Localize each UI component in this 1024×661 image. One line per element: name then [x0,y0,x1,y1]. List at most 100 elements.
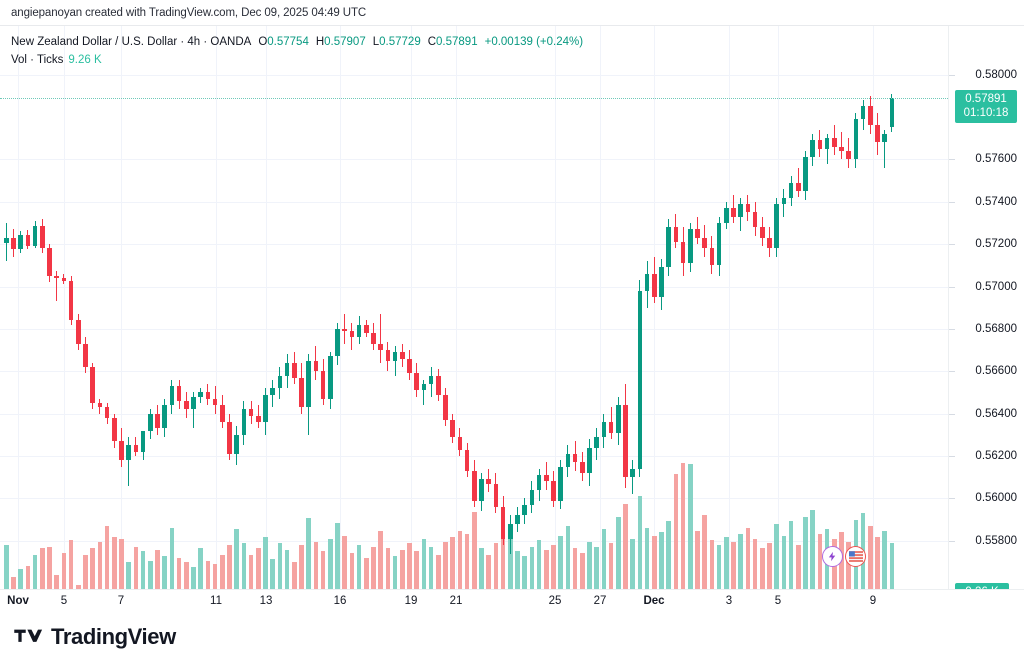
time-axis[interactable]: Nov 5 7 11 13 16 19 21 25 27 Dec 3 5 9 [0,589,1024,614]
candle-body [666,227,671,268]
tradingview-logo[interactable]: TradingView [14,624,176,650]
candle-body [709,248,715,266]
candle-body [788,182,794,198]
volume-bar [760,548,765,589]
candle-body [846,150,851,160]
candle-body [407,358,412,374]
volume-bar [464,533,470,589]
candle-body [126,445,131,461]
candle-body [148,413,153,431]
volume-bar [875,537,880,589]
candle-body [608,422,614,433]
candle-body [889,97,895,127]
volume-bar [738,533,743,589]
candle-body [140,430,146,452]
volume-bar [227,545,232,589]
price-tick-label: 0.57600 [975,153,1017,166]
candle-body [155,413,160,429]
candle-body [882,133,887,143]
volume-bar [155,549,160,589]
volume-bar [796,545,801,589]
candle-body [162,405,167,429]
candle-wick [193,392,194,429]
candle-body [421,383,427,391]
candle-body [522,504,527,516]
volume-bar [364,557,369,589]
candle-body [565,453,571,467]
volume-bar [328,538,333,589]
candle-body [241,409,247,435]
volume-legend-label[interactable]: Vol · Ticks [11,54,64,66]
high-value-group: H0.57907 [316,34,366,51]
volume-bar [241,543,247,589]
open-label: O [258,36,268,48]
candle-body [356,324,362,338]
candle-body [54,275,59,279]
gridline [0,159,948,161]
volume-bar [256,548,261,589]
volume-bar [508,532,513,589]
volume-bar [767,543,772,589]
us-flag-icon[interactable] [845,546,866,567]
candle-body [587,447,592,473]
candle-body [306,360,311,408]
candle-body [817,140,823,149]
volume-bar [587,541,592,589]
candle-body [11,237,16,250]
candle-body [169,386,175,406]
symbol-title[interactable]: New Zealand Dollar / U.S. Dollar · 4h · … [11,36,252,48]
volume-bar [313,541,319,589]
candle-body [328,356,333,399]
price-tick-dash [949,371,955,373]
volume-bar [724,537,729,589]
gridline [729,26,730,589]
candle-body [256,415,261,423]
candle-body [378,343,383,351]
gridline [64,26,65,589]
candle-body [875,125,880,143]
volume-bar [392,556,398,589]
volume-bar [184,562,189,589]
gridline [0,413,948,415]
plot-area[interactable] [0,26,948,589]
candle-body [558,466,563,501]
time-tick-label: 3 [725,595,733,607]
candle-body [781,197,787,204]
price-tick-dash [949,328,955,330]
attribution-bar: angiepanoyan created with TradingView.co… [0,0,1024,25]
volume-bar [817,533,823,589]
price-axis[interactable]: 0.57891 01:10:18 9.26 K 0.580000.576000.… [948,26,1024,602]
volume-bar [623,503,628,589]
price-tick-label: 0.58000 [975,68,1017,81]
candle-body [220,405,225,423]
volume-bar [709,540,715,589]
candle-body [428,375,434,384]
candle-body [90,367,95,404]
candle-wick [841,131,842,160]
volume-bar [342,535,347,589]
candle-body [400,352,405,359]
volume-bar [436,554,441,589]
lightning-icon[interactable] [822,546,843,567]
candle-body [529,489,535,505]
legend-main-row: New Zealand Dollar / U.S. Dollar · 4h · … [11,34,583,51]
volume-bar [666,521,671,589]
chart-corner-badges [822,546,866,567]
candle-body [335,328,340,357]
volume-legend-row: Vol · Ticks 9.26 K [11,52,583,69]
volume-bar [659,532,664,589]
volume-bar [630,538,635,589]
time-tick-label: 11 [210,595,222,607]
candle-body [104,407,110,418]
close-label: C [427,36,437,48]
gridline [121,26,122,589]
volume-bar [421,538,427,589]
candle-body [212,398,218,406]
candle-body [868,106,873,126]
candle-body [234,434,239,454]
volume-bar [803,516,808,589]
candle-body [414,373,419,391]
candle-body [83,343,88,368]
volume-bar [752,538,758,589]
